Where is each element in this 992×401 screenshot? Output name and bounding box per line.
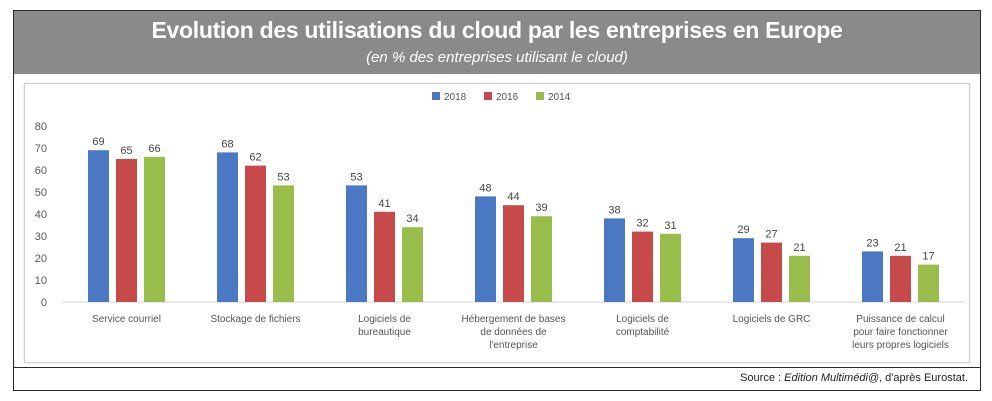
legend-swatch: [484, 92, 492, 100]
category-label: Logiciels de GRC: [733, 314, 811, 325]
bar-2018: [475, 196, 496, 302]
data-label: 66: [148, 143, 160, 155]
source-suffix: , d'après Eurostat.: [879, 372, 968, 384]
data-label: 39: [535, 202, 547, 214]
data-label: 53: [277, 171, 289, 183]
bar-2016: [761, 242, 782, 302]
category-label: Hébergement de bases: [462, 314, 566, 325]
y-tick-label: 60: [35, 165, 47, 177]
data-label: 38: [608, 204, 620, 216]
header-banner: Evolution des utilisations du cloud par …: [14, 11, 980, 74]
bar-2016: [632, 231, 653, 302]
data-label: 32: [636, 218, 648, 230]
source-prefix: Source :: [740, 372, 785, 384]
bar-2018: [217, 152, 238, 302]
data-label: 65: [120, 145, 132, 157]
bar-2016: [503, 205, 524, 302]
figure-frame: Evolution des utilisations du cloud par …: [13, 10, 981, 391]
bar-2016: [116, 159, 137, 302]
bar-2014: [144, 156, 165, 302]
category-label: leurs propres logiciels: [852, 340, 949, 351]
data-label: 34: [406, 213, 418, 225]
y-tick-label: 30: [35, 231, 47, 243]
category-label: Stockage de fichiers: [210, 314, 300, 325]
bar-2018: [346, 185, 367, 302]
bar-2016: [245, 165, 266, 302]
bar-2016: [890, 255, 911, 302]
data-label: 69: [92, 136, 104, 148]
bar-2018: [604, 218, 625, 302]
source-note: Source : Edition Multimédi@, d'après Eur…: [740, 372, 968, 384]
y-tick-label: 10: [35, 275, 47, 287]
bar-2014: [660, 233, 681, 302]
category-label: bureautique: [358, 327, 411, 338]
legend-label: 2018: [444, 92, 467, 103]
y-tick-label: 70: [35, 143, 47, 155]
bar-2018: [88, 150, 109, 302]
data-label: 21: [894, 242, 906, 254]
y-tick-label: 40: [35, 209, 47, 221]
bar-2018: [862, 251, 883, 302]
data-label: 29: [737, 224, 749, 236]
category-label: Puissance de calcul: [856, 314, 944, 325]
category-label: Service courriel: [92, 314, 161, 325]
data-label: 68: [221, 138, 233, 150]
bar-2016: [374, 211, 395, 302]
data-label: 62: [249, 152, 261, 164]
y-tick-label: 80: [35, 121, 47, 133]
bar-2014: [402, 227, 423, 302]
y-tick-label: 50: [35, 187, 47, 199]
bar-2014: [273, 185, 294, 302]
data-label: 31: [664, 220, 676, 232]
source-publication: Edition Multimédi@: [784, 372, 880, 384]
legend-swatch: [536, 92, 544, 100]
legend-label: 2016: [496, 92, 519, 103]
bar-2018: [733, 238, 754, 302]
category-label: Logiciels de: [358, 314, 411, 325]
legend-swatch: [432, 92, 440, 100]
data-label: 17: [922, 251, 934, 263]
bar-2014: [531, 216, 552, 302]
category-label: pour faire fonctionner: [853, 327, 948, 338]
legend-label: 2014: [548, 92, 571, 103]
bar-2014: [918, 264, 939, 302]
data-label: 53: [350, 171, 362, 183]
chart-area: [24, 83, 970, 363]
category-label: Logiciels de: [616, 314, 669, 325]
data-label: 48: [479, 182, 491, 194]
data-label: 41: [378, 198, 390, 210]
source-divider: [14, 367, 980, 368]
data-label: 44: [507, 191, 519, 203]
chart-subtitle: (en % des entreprises utilisant le cloud…: [366, 49, 628, 66]
bar-2014: [789, 255, 810, 302]
category-label: l'entreprise: [489, 340, 538, 351]
category-label: de données de: [480, 327, 547, 338]
chart-title: Evolution des utilisations du cloud par …: [151, 17, 843, 43]
data-label: 21: [793, 242, 805, 254]
category-label: comptabilité: [616, 327, 670, 338]
data-label: 27: [765, 229, 777, 241]
y-tick-label: 0: [41, 297, 47, 309]
data-label: 23: [866, 237, 878, 249]
y-tick-label: 20: [35, 253, 47, 265]
